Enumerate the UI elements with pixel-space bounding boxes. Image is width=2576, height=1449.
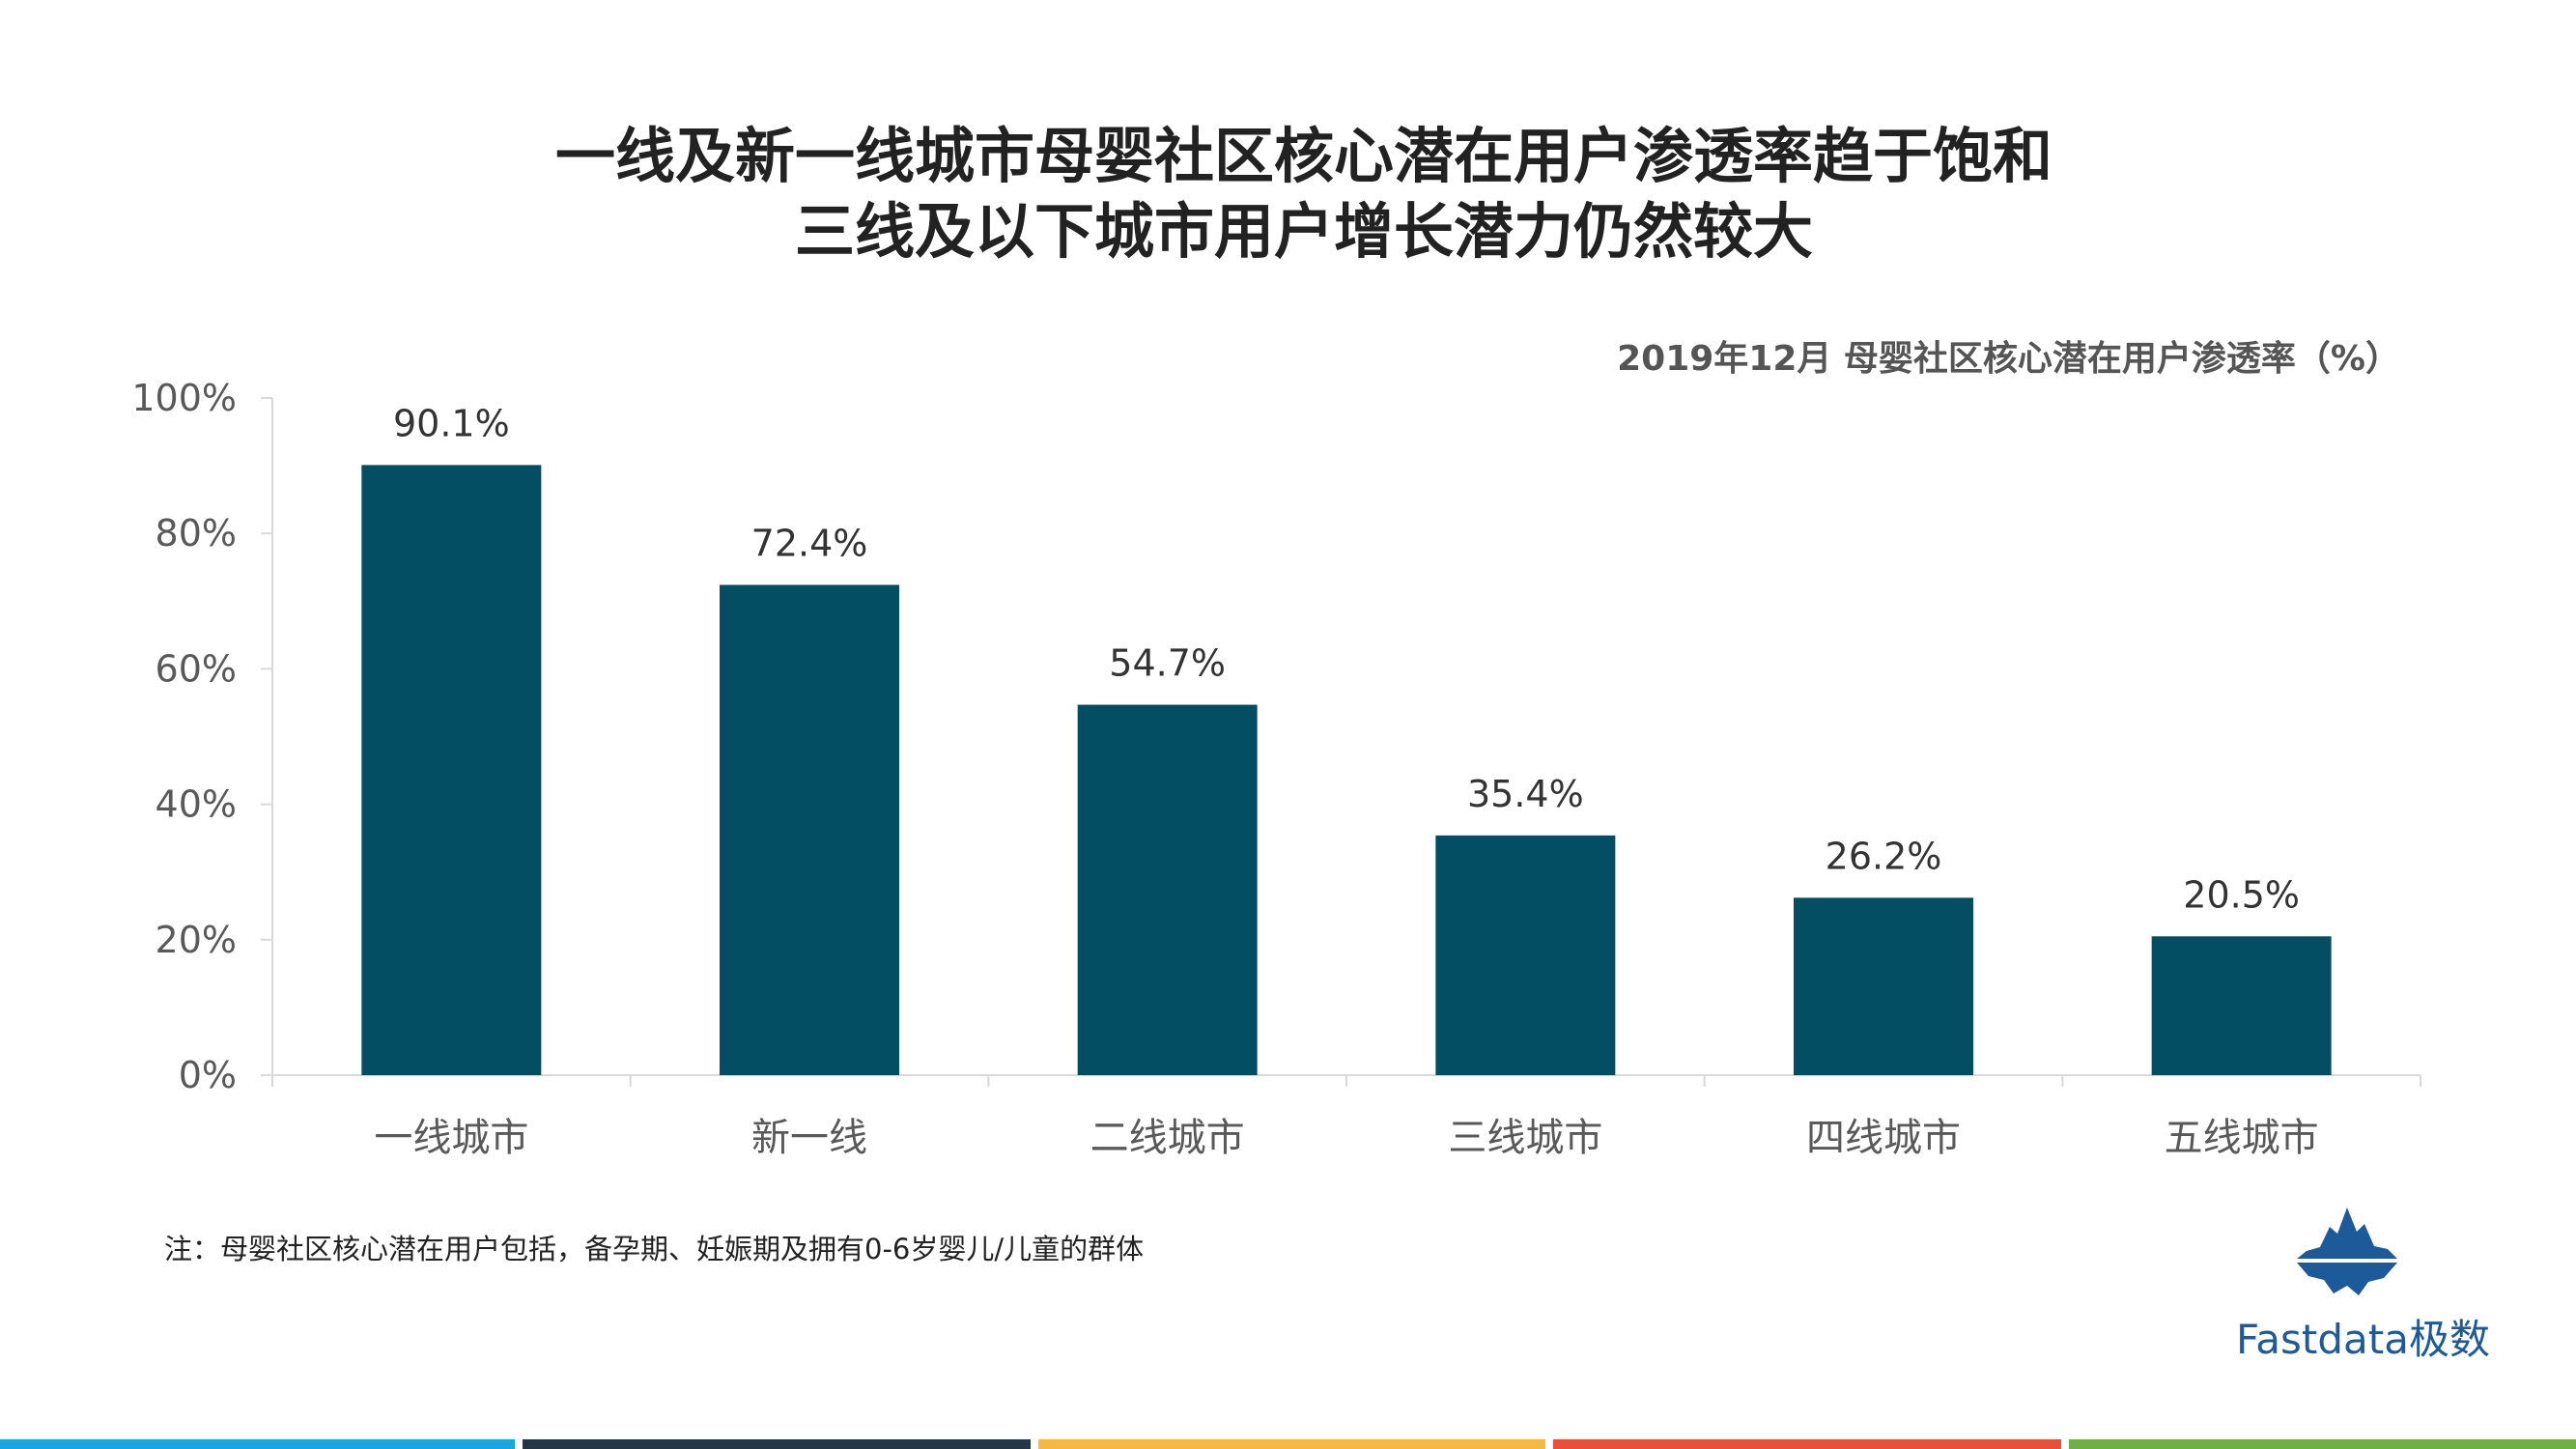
bar-value-label: 20.5% [2183, 873, 2300, 916]
y-tick-label: 80% [156, 512, 237, 554]
bar [361, 465, 542, 1075]
bar-value-label: 54.7% [1109, 642, 1226, 685]
bar-value-label: 26.2% [1826, 835, 1942, 877]
y-tick-label: 20% [156, 919, 237, 961]
chart-title-line-1: 一线及新一线城市母婴社区核心潜在用户渗透率趋于饱和 [554, 121, 2052, 191]
bar [1435, 835, 1616, 1075]
bar-chart: 0% 20% 40% 60% 80% 100% 90.1% 一线城市 72.4% 新一线 54.7%… [131, 377, 2421, 1160]
x-category-label: 二线城市 [1090, 1116, 1245, 1160]
footer-color-stripes [0, 1439, 2576, 1449]
x-category-label: 一线城市 [374, 1116, 528, 1160]
bar-value-label: 72.4% [751, 522, 868, 564]
bar [720, 584, 899, 1075]
x-category-label: 三线城市 [1448, 1116, 1602, 1160]
bar-value-label: 35.4% [1467, 773, 1584, 815]
chart-subtitle: 2019年12月 母婴社区核心潜在用户渗透率（%） [1617, 339, 2400, 379]
bar [2151, 936, 2332, 1075]
footer-stripe [1037, 1439, 1546, 1449]
y-tick-label: 0% [179, 1054, 237, 1096]
footnote: 注：母婴社区核心潜在用户包括，备孕期、妊娠期及拥有0-6岁婴儿/儿童的群体 [164, 1233, 1145, 1265]
brand-logo-text: Fastdata极数 [2236, 1316, 2490, 1363]
x-category-label: 四线城市 [1806, 1116, 1961, 1160]
y-tick-label: 60% [156, 647, 237, 690]
iceberg-logo-icon [2289, 1208, 2405, 1295]
footer-stripe [523, 1439, 1031, 1449]
footer-stripe [2068, 1439, 2576, 1449]
footer-stripe [1553, 1439, 2061, 1449]
y-tick-label: 100% [131, 377, 237, 419]
chart-title-line-2: 三线及以下城市用户增长潜力仍然较大 [794, 196, 1813, 267]
brand-logo: Fastdata极数 [2212, 1203, 2502, 1367]
y-tick-label: 40% [156, 783, 237, 826]
bar-value-label: 90.1% [393, 402, 510, 444]
bar [1794, 897, 1973, 1075]
footer-stripe [0, 1439, 516, 1449]
x-category-label: 五线城市 [2165, 1116, 2319, 1160]
x-category-label: 新一线 [751, 1116, 867, 1160]
bar [1077, 704, 1258, 1075]
